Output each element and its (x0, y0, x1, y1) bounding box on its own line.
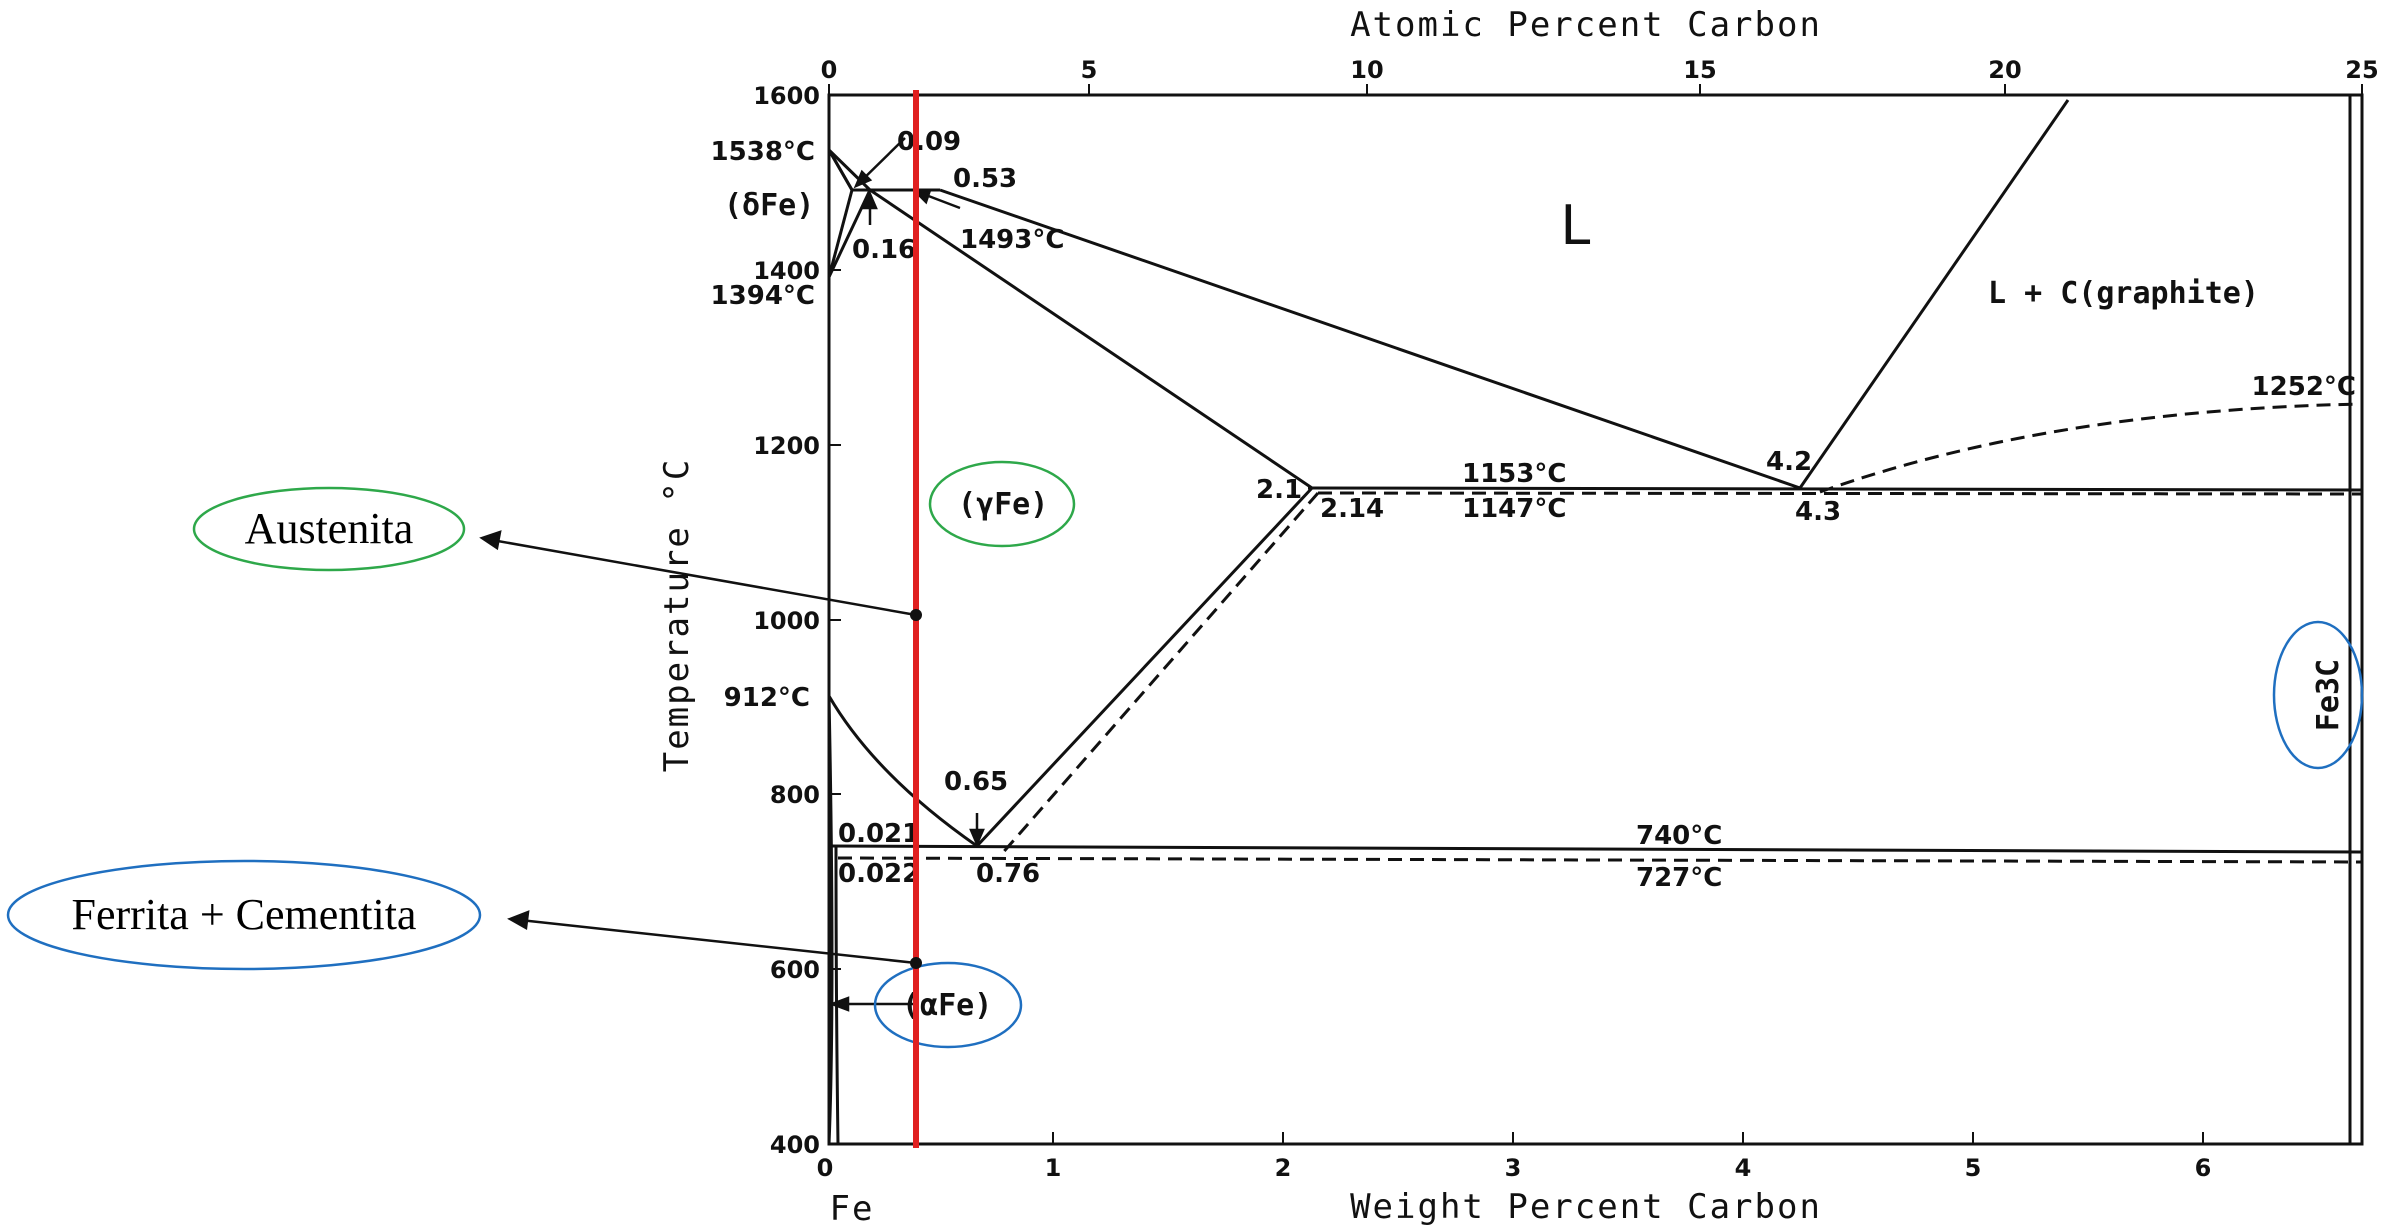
top-tick-20: 20 (1988, 56, 2021, 84)
left-tick-1600: 1600 (753, 82, 820, 110)
label-1493: 1493°C (960, 225, 1064, 255)
ferrita-cementita-callout-ellipse (6, 859, 482, 971)
bottom-tick-2: 2 (1275, 1154, 1292, 1182)
top-tick-25: 25 (2345, 56, 2378, 84)
label-0-53: 0.53 (953, 164, 1017, 194)
top-axis-ticks (828, 84, 2363, 95)
bottom-tick-6: 6 (2195, 1154, 2212, 1182)
label-0-09: 0.09 (897, 127, 961, 157)
label-4-2: 4.2 (1766, 447, 1812, 477)
top-tick-5: 5 (1081, 56, 1098, 84)
label-gamma-fe: (γFe) (958, 487, 1048, 522)
label-1252: 1252°C (2252, 372, 2356, 402)
left-tick-1400: 1400 (753, 257, 820, 285)
label-4-3: 4.3 (1795, 497, 1841, 527)
bottom-axis-title: Weight Percent Carbon (1350, 1187, 1822, 1227)
label-740: 740°C (1636, 821, 1722, 851)
ferrita-cementita-callout-text: Ferrita + Cementita (72, 890, 417, 939)
label-0-65: 0.65 (944, 767, 1008, 797)
label-liquid: L (1560, 194, 1593, 257)
label-1153: 1153°C (1462, 459, 1566, 489)
bottom-tick-1: 1 (1045, 1154, 1062, 1182)
austenita-callout-text: Austenita (245, 504, 414, 553)
label-delta-fe: (δFe) (724, 188, 814, 223)
label-2-1: 2.1 (1256, 475, 1302, 505)
fe3c-ellipse (2272, 620, 2364, 770)
bottom-axis-ticks (828, 1132, 2204, 1144)
bottom-tick-0: 0 (817, 1154, 834, 1182)
top-tick-15: 15 (1683, 56, 1716, 84)
label-2-14: 2.14 (1320, 494, 1384, 524)
top-tick-0: 0 (821, 56, 838, 84)
alpha-fe-ellipse (873, 961, 1023, 1049)
label-fe3c: Fe3C (2311, 659, 2346, 731)
label-1147: 1147°C (1462, 494, 1566, 524)
gamma-fe-ellipse (928, 460, 1076, 548)
fe-origin-label: Fe (830, 1189, 875, 1228)
left-tick-1200: 1200 (753, 432, 820, 460)
label-912: 912°C (724, 683, 810, 713)
left-tick-600: 600 (770, 956, 820, 984)
label-0-16: 0.16 (852, 235, 916, 265)
top-tick-10: 10 (1350, 56, 1383, 84)
label-liquid-graphite: L + C(graphite) (1988, 276, 2259, 311)
phase-boundaries (827, 95, 2363, 1145)
label-1394: 1394°C (711, 281, 815, 311)
label-727: 727°C (1636, 863, 1722, 893)
dashed-boundaries (837, 402, 2363, 864)
label-0-021: 0.021 (838, 819, 920, 849)
label-0-76: 0.76 (976, 859, 1040, 889)
austenita-callout-ellipse (192, 486, 466, 572)
left-tick-1000: 1000 (753, 607, 820, 635)
callout-arrows (479, 530, 917, 965)
top-axis-title: Atomic Percent Carbon (1350, 5, 1822, 45)
label-1538: 1538°C (711, 137, 815, 167)
left-tick-400: 400 (770, 1131, 820, 1159)
bottom-tick-3: 3 (1505, 1154, 1522, 1182)
diagram-arrows (828, 137, 985, 1012)
left-axis-title: Temperature °C (657, 458, 697, 773)
label-0-022: 0.022 (838, 859, 920, 889)
bottom-tick-4: 4 (1735, 1154, 1752, 1182)
left-tick-800: 800 (770, 781, 820, 809)
bottom-tick-5: 5 (1965, 1154, 1982, 1182)
